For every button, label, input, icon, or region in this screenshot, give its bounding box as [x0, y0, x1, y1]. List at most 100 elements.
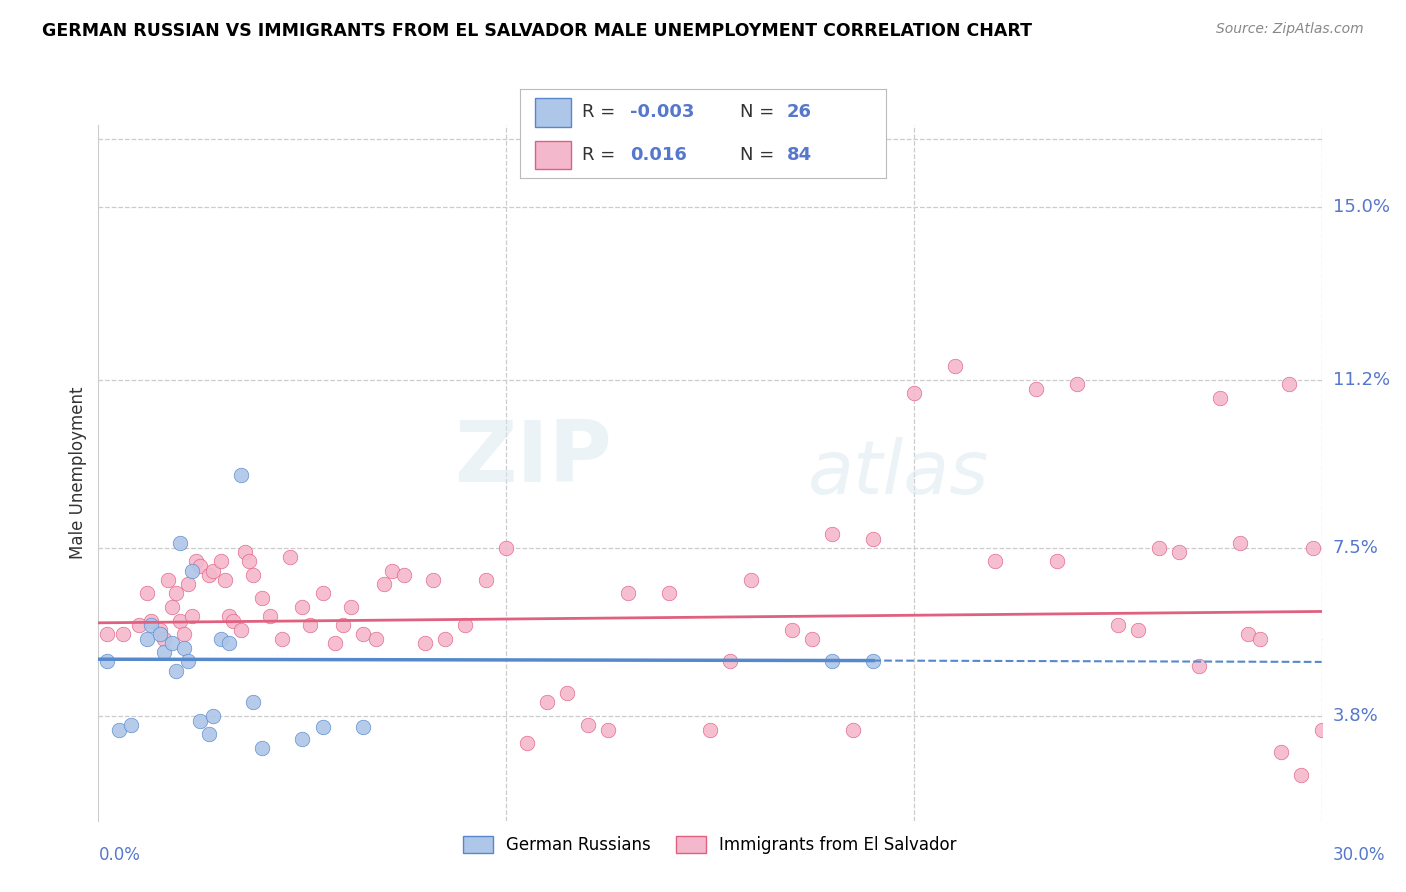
Point [780, 623, 803, 637]
Point [222, 614, 245, 628]
Point [1045, 554, 1069, 568]
Point [201, 564, 224, 578]
Text: R =: R = [582, 146, 621, 164]
Text: 30.0%: 30.0% [1333, 846, 1385, 863]
Point [312, 586, 335, 600]
Point [291, 599, 314, 614]
Point [96, 655, 118, 669]
Point [141, 614, 163, 628]
Text: 11.2%: 11.2% [1333, 370, 1391, 389]
Point [658, 586, 681, 600]
Point [177, 577, 200, 591]
Point [149, 627, 172, 641]
Point [617, 586, 640, 600]
Point [186, 554, 208, 568]
Point [1302, 541, 1324, 555]
Point [242, 695, 264, 709]
Point [352, 720, 374, 734]
Point [332, 618, 354, 632]
Point [434, 632, 457, 646]
Point [152, 645, 174, 659]
Point [352, 627, 374, 641]
Text: R =: R = [582, 103, 621, 121]
Point [821, 655, 844, 669]
Text: N =: N = [740, 103, 779, 121]
Legend: German Russians, Immigrants from El Salvador: German Russians, Immigrants from El Salv… [457, 830, 963, 861]
Text: Source: ZipAtlas.com: Source: ZipAtlas.com [1216, 22, 1364, 37]
Point [821, 527, 844, 541]
Point [495, 541, 517, 555]
Point [984, 554, 1007, 568]
Point [943, 359, 966, 373]
Text: 15.0%: 15.0% [1333, 198, 1389, 216]
Text: GERMAN RUSSIAN VS IMMIGRANTS FROM EL SALVADOR MALE UNEMPLOYMENT CORRELATION CHAR: GERMAN RUSSIAN VS IMMIGRANTS FROM EL SAL… [42, 22, 1032, 40]
Point [108, 723, 131, 737]
Text: N =: N = [740, 146, 779, 164]
Point [218, 609, 240, 624]
Point [1249, 632, 1271, 646]
Bar [534, 98, 571, 127]
Point [373, 577, 395, 591]
Point [173, 627, 195, 641]
Point [231, 623, 253, 637]
Point [598, 723, 620, 737]
Point [1147, 541, 1170, 555]
Point [96, 627, 118, 641]
Point [160, 599, 183, 614]
Point [323, 636, 346, 650]
Point [149, 623, 172, 637]
Point [152, 632, 174, 646]
Text: 84: 84 [787, 146, 813, 164]
Point [160, 636, 183, 650]
Point [169, 536, 191, 550]
Text: ZIP: ZIP [454, 417, 612, 500]
Text: 0.0%: 0.0% [98, 846, 141, 863]
Point [1310, 723, 1333, 737]
Point [801, 632, 824, 646]
Point [291, 731, 314, 746]
Text: atlas: atlas [808, 437, 990, 508]
Point [188, 559, 212, 574]
Point [841, 723, 863, 737]
Point [233, 545, 256, 559]
Point [1331, 632, 1354, 646]
Point [312, 720, 335, 734]
Point [392, 568, 416, 582]
Point [1270, 746, 1292, 760]
Point [1278, 377, 1301, 392]
Point [903, 386, 925, 401]
Point [555, 686, 579, 700]
Point [181, 609, 204, 624]
Point [699, 723, 721, 737]
Point [141, 618, 163, 632]
Point [181, 564, 204, 578]
Point [250, 740, 273, 755]
Point [474, 573, 498, 587]
Point [1025, 382, 1047, 396]
Point [516, 736, 538, 750]
Point [209, 632, 232, 646]
Point [576, 718, 599, 732]
Point [1167, 545, 1189, 559]
Point [536, 695, 558, 709]
Point [278, 549, 301, 564]
Point [111, 627, 134, 641]
Y-axis label: Male Unemployment: Male Unemployment [69, 386, 87, 559]
Point [1209, 391, 1232, 405]
Point [231, 468, 253, 483]
Point [718, 655, 742, 669]
Point [1291, 768, 1313, 782]
Point [128, 618, 150, 632]
Bar [534, 141, 571, 169]
Point [120, 718, 142, 732]
Point [165, 586, 187, 600]
Point [862, 655, 884, 669]
Text: 3.8%: 3.8% [1333, 707, 1378, 725]
Point [250, 591, 273, 605]
Point [454, 618, 477, 632]
Point [201, 709, 224, 723]
Point [1237, 627, 1260, 641]
Point [165, 664, 187, 678]
Point [197, 568, 219, 582]
Point [218, 636, 240, 650]
